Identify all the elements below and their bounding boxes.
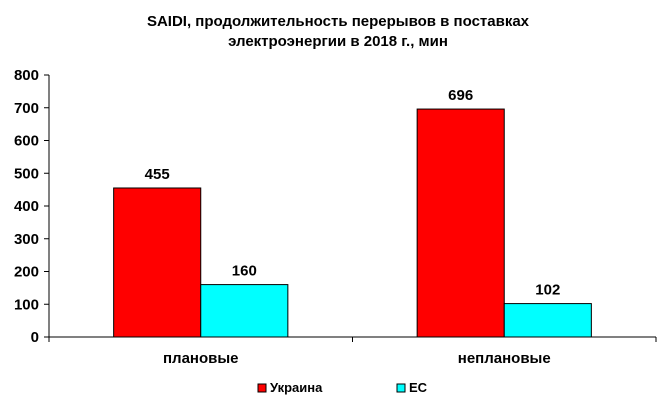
y-tick-label: 100 (14, 296, 39, 313)
legend-swatch (396, 383, 406, 393)
y-tick-label: 800 (14, 67, 39, 84)
y-tick-label: 400 (14, 198, 39, 215)
bar (416, 108, 505, 338)
bar (113, 187, 202, 338)
data-label: 696 (448, 87, 473, 104)
y-tick-label: 500 (14, 165, 39, 182)
plot-area: 0 100 200 300 400 500 600 700 800 455 160 плановые 6… (14, 67, 657, 367)
y-tick-label: 200 (14, 264, 39, 281)
data-label: 102 (535, 282, 560, 299)
x-category-label: неплановые (458, 350, 551, 367)
chart-title-line-1: SAIDI, продолжительность перерывов в пос… (147, 13, 530, 30)
y-tick-label: 600 (14, 133, 39, 150)
chart-title-line-2: электроэнергии в 2018 г., мин (228, 33, 448, 50)
data-label: 160 (232, 263, 257, 280)
y-tick-label: 0 (31, 329, 39, 346)
legend-swatch (257, 383, 267, 393)
x-category-label: плановые (163, 350, 239, 367)
bar (503, 303, 592, 338)
data-label: 455 (145, 166, 170, 183)
legend-label: Украина (270, 380, 323, 395)
y-tick-label: 700 (14, 100, 39, 117)
bar (200, 284, 289, 338)
y-tick-label: 300 (14, 231, 39, 248)
legend: Украина ЕС (257, 380, 428, 395)
legend-label: ЕС (409, 380, 428, 395)
